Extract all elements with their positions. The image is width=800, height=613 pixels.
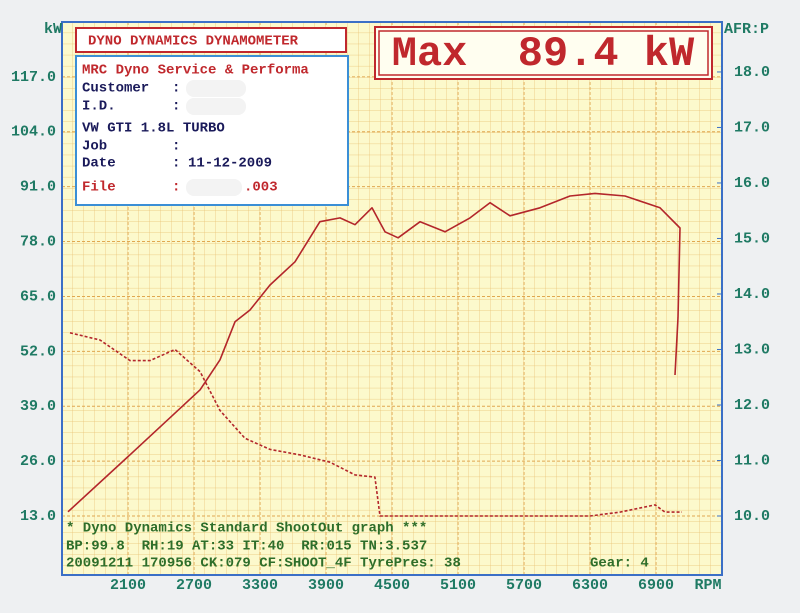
customer-label: Customer [82,81,149,97]
afr-line [69,332,682,517]
colon: : [172,156,180,172]
y-tick-label: 39.0 [20,398,56,415]
x-tick-label: 5100 [440,577,476,594]
power-line [67,192,681,513]
gear: Gear: 4 [590,556,649,572]
y2-axis-label: AFR:P [724,21,769,38]
y-tick-label: 91.0 [20,179,56,196]
colon: : [172,180,180,196]
lines [67,192,682,517]
colon: : [172,99,180,115]
footer-line: * Dyno Dynamics Standard ShootOut graph … [66,521,427,537]
x-tick-label: 2700 [176,577,212,594]
x-tick-label: 6300 [572,577,608,594]
y-tick-label: 78.0 [20,234,56,251]
footer-line: BP:99.8 RH:19 AT:33 IT:40 RR:015 TN:3.53… [66,539,427,555]
job-label: Job [82,139,107,155]
y-tick-label: 13.0 [20,508,56,525]
plot-border [61,21,723,576]
x-tick-label: 4500 [374,577,410,594]
shop: MRC Dyno Service & Performa [82,63,309,79]
y2-tick-label: 14.0 [734,286,770,303]
vehicle: VW GTI 1.8L TURBO [82,121,225,137]
x-tick-label: 3300 [242,577,278,594]
file-value: .003 [244,180,278,196]
max-box [374,26,713,80]
y2-tick-label: 18.0 [734,64,770,81]
footer-line: 20091211 170956 CK:079 CF:SHOOT_4F TyreP… [66,556,461,572]
x-tick-label: 6900 [638,577,674,594]
y2-tick-label: 11.0 [734,452,770,469]
x-tick-label: 2100 [110,577,146,594]
y-tick-label: 65.0 [20,288,56,305]
x-tick-label: 5700 [506,577,542,594]
colon: : [172,81,180,97]
y-tick-label: 52.0 [20,343,56,360]
y-tick-label: 26.0 [20,453,56,470]
redaction [186,179,242,196]
y2-tick-label: 13.0 [734,341,770,358]
id-label: I.D. [82,99,116,115]
header-title: DYNO DYNAMICS DYNAMOMETER [88,34,299,50]
date-value: 11-12-2009 [188,156,272,172]
y-tick-label: 117.0 [11,69,56,86]
y2-tick-label: 17.0 [734,119,770,136]
y2-tick-label: 10.0 [734,508,770,525]
date-label: Date [82,156,116,172]
x-axis-label: RPM [694,577,721,594]
max-power: Max 89.4 kW [392,30,695,78]
y-axis-label: kW [44,21,62,38]
colon: : [172,139,180,155]
y2-tick-label: 12.0 [734,397,770,414]
file-label: File [82,180,116,196]
redaction [186,98,246,115]
y-tick-label: 104.0 [11,124,56,141]
header-box [75,27,347,53]
x-tick-label: 3900 [308,577,344,594]
max-box-inner [378,30,709,76]
y2-tick-label: 15.0 [734,230,770,247]
redaction [186,80,246,97]
y2-tick-label: 16.0 [734,175,770,192]
